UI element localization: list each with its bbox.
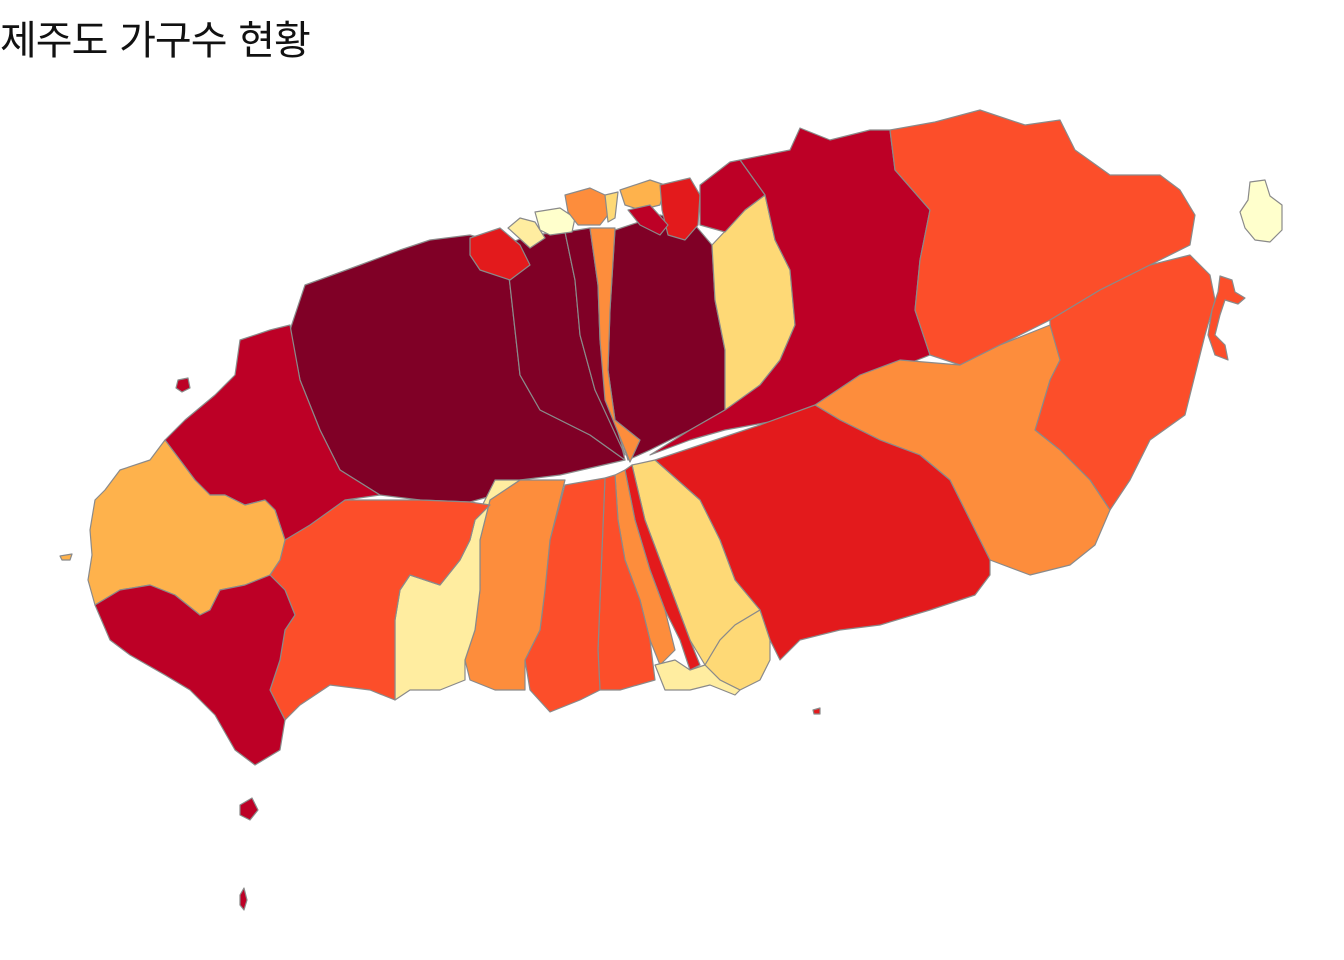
- region-orange-strip: [589, 227, 641, 463]
- region-marado: [239, 797, 259, 821]
- region-north-darkred: [699, 159, 766, 233]
- region-daejeong: [94, 574, 296, 766]
- region-seopseom: [812, 707, 821, 715]
- region-seogwipo-east-yellow: [704, 609, 771, 691]
- region-seogwipo-yellow-2: [654, 659, 741, 696]
- region-chagwido: [59, 553, 73, 561]
- region-north-orange-1: [564, 187, 609, 226]
- region-gujwa: [889, 109, 1196, 366]
- region-udo: [1239, 179, 1283, 243]
- map-title: 제주도 가구수 현황: [0, 18, 311, 64]
- region-biyangdo: [175, 377, 191, 393]
- region-north-yellow-2: [604, 191, 619, 223]
- region-gapado: [239, 887, 248, 911]
- region-north-orange-2: [619, 179, 666, 211]
- region-north-darkred-2: [627, 204, 669, 236]
- region-north-red-small: [469, 227, 531, 281]
- region-north-red-2: [659, 177, 701, 241]
- region-seongsan-peak: [1207, 275, 1246, 361]
- region-north-lightyellow: [534, 207, 576, 236]
